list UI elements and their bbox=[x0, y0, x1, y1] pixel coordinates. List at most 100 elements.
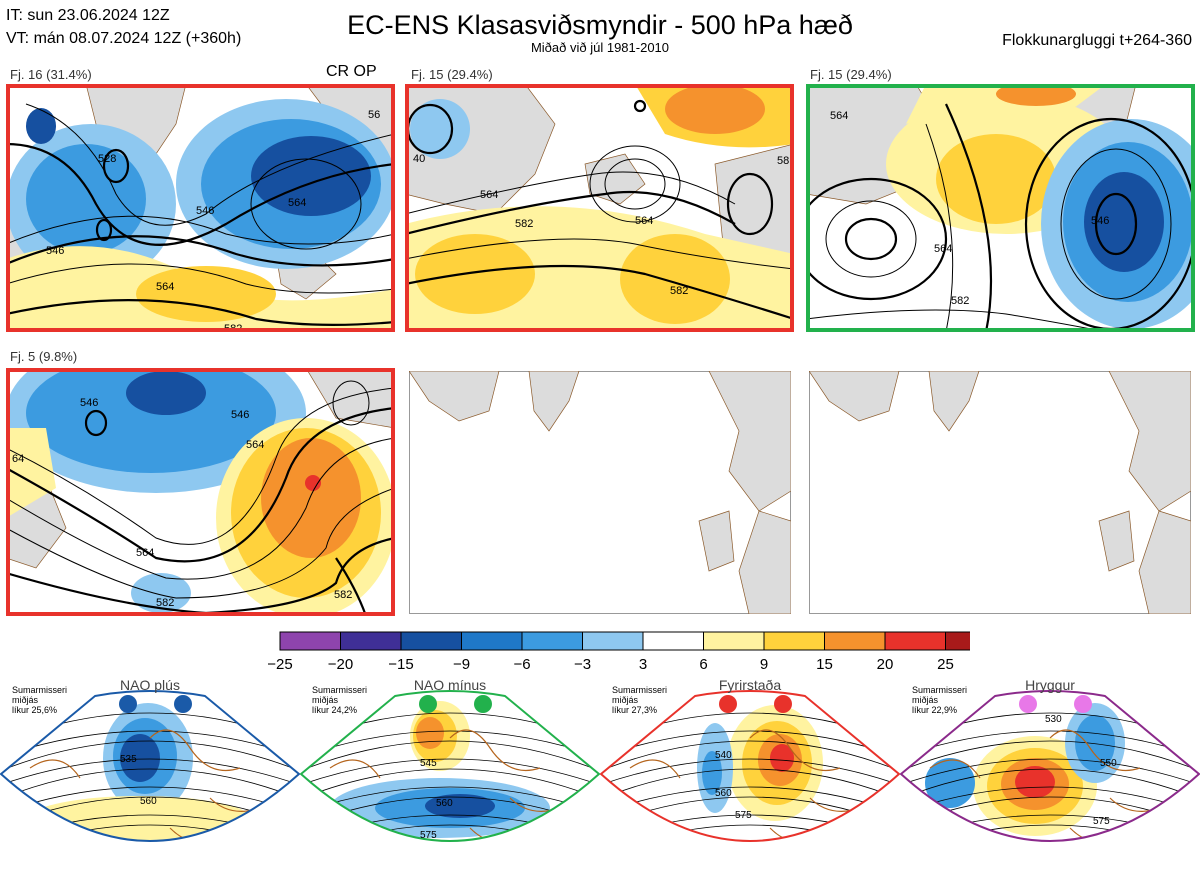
anomaly-blob bbox=[770, 744, 794, 772]
regime-dot bbox=[174, 695, 192, 713]
contour-label: 582 bbox=[334, 589, 352, 601]
regime-name: NAO plús bbox=[120, 678, 180, 693]
run-info: IT: sun 23.06.2024 12Z VT: mán 08.07.202… bbox=[6, 4, 241, 50]
colorbar-bin bbox=[703, 631, 765, 651]
regime-dot bbox=[1074, 695, 1092, 713]
contour-label: 560 bbox=[140, 796, 157, 807]
contour-label: 582 bbox=[515, 218, 533, 230]
empty-map-panel bbox=[409, 371, 791, 614]
cluster-1-map: 528 546 564 546 564 582 56 bbox=[6, 84, 395, 332]
contour-label: 564 bbox=[934, 243, 952, 255]
height-contour bbox=[1, 768, 299, 800]
contour-label: 550 bbox=[1100, 758, 1117, 769]
contour-label: 564 bbox=[288, 197, 306, 209]
height-contour bbox=[300, 843, 600, 868]
anomaly-shading bbox=[886, 84, 1195, 329]
classification-window: Flokkunargluggi t+264-360 bbox=[1002, 32, 1192, 49]
height-contours bbox=[6, 380, 395, 616]
regime-caption: miðjás bbox=[612, 695, 639, 705]
contour-labels: 564 564 582 546 bbox=[830, 110, 1109, 307]
contour-label: 546 bbox=[1091, 215, 1109, 227]
regime-dot bbox=[1019, 695, 1037, 713]
regime-dot bbox=[119, 695, 137, 713]
contour-label: 560 bbox=[436, 798, 453, 809]
contour-label: 564 bbox=[635, 215, 653, 227]
valid-time: VT: mán 08.07.2024 12Z (+360h) bbox=[6, 30, 242, 47]
height-contour bbox=[601, 730, 899, 758]
anomaly-blob bbox=[1075, 715, 1115, 771]
contour-label: 575 bbox=[735, 810, 752, 821]
regime-dot bbox=[719, 695, 737, 713]
contour-labels: 40 564 582 564 582 58 bbox=[413, 153, 789, 297]
contour-label: 535 bbox=[120, 754, 137, 765]
height-contour bbox=[1, 740, 299, 772]
height-contours bbox=[6, 103, 395, 326]
regime-dot bbox=[774, 695, 792, 713]
colorbar-bin bbox=[461, 631, 523, 651]
contour-label: 64 bbox=[12, 453, 24, 465]
contour-label: 546 bbox=[196, 205, 214, 217]
anomaly-blob bbox=[425, 794, 495, 818]
regime-caption: Sumarmisseri bbox=[12, 685, 67, 695]
page-title: EC-ENS Klasasviðsmyndir - 500 hPa hæð bbox=[347, 10, 853, 40]
contour-label: 564 bbox=[480, 189, 498, 201]
regime-caption: Sumarmisseri bbox=[612, 685, 667, 695]
contour-label: 560 bbox=[715, 788, 732, 799]
contour-label: 575 bbox=[420, 830, 437, 841]
height-contour bbox=[301, 730, 599, 758]
height-contour bbox=[301, 824, 599, 841]
colorbar-bin bbox=[763, 631, 825, 651]
colorbar-tick-label: 20 bbox=[877, 656, 894, 673]
height-contour bbox=[601, 824, 899, 841]
height-contour bbox=[1, 824, 299, 841]
height-contour bbox=[901, 758, 1199, 786]
colorbar-bin bbox=[582, 631, 644, 651]
height-contour bbox=[301, 740, 599, 772]
contour-label: 540 bbox=[715, 750, 732, 761]
height-contour bbox=[301, 786, 599, 814]
height-contour bbox=[601, 758, 899, 786]
cluster-4-map: 546 546 564 64 564 582 582 bbox=[6, 368, 395, 616]
contour-label: 528 bbox=[98, 153, 116, 165]
height-contour bbox=[601, 768, 899, 800]
contour-label: 56 bbox=[368, 109, 380, 121]
cluster-3-label: Fj. 15 (29.4%) bbox=[810, 67, 892, 82]
contour-label: 582 bbox=[156, 597, 174, 609]
height-contour bbox=[901, 824, 1199, 841]
colorbar: −25 −20 −15 −9 −6 −3 3 6 9 15 20 25 bbox=[267, 631, 970, 673]
height-contour bbox=[301, 758, 599, 786]
cluster-3-border bbox=[806, 84, 1195, 332]
contour-label: 546 bbox=[80, 397, 98, 409]
contour-label: 546 bbox=[231, 409, 249, 421]
colorbar-tick-label: −6 bbox=[513, 656, 530, 673]
cluster-3-map: 564 564 582 546 bbox=[806, 84, 1195, 332]
contour-label: 546 bbox=[46, 245, 64, 257]
anomaly-shading bbox=[6, 99, 395, 332]
contour-labels: 546 546 564 64 564 582 582 bbox=[12, 397, 352, 609]
height-contour bbox=[0, 843, 300, 868]
contour-label: 564 bbox=[156, 281, 174, 293]
colorbar-tick-label: 25 bbox=[937, 656, 954, 673]
anomaly-blob bbox=[120, 734, 160, 782]
cluster-1-label: Fj. 16 (31.4%) bbox=[10, 67, 92, 82]
contour-label: 564 bbox=[830, 110, 848, 122]
height-contour bbox=[1, 730, 299, 758]
coastline bbox=[629, 729, 861, 841]
cluster-1-border bbox=[6, 84, 395, 332]
height-contour bbox=[601, 740, 899, 772]
regime-caption: miðjás bbox=[912, 695, 939, 705]
regime-name: Hryggur bbox=[1025, 678, 1075, 693]
colorbar-bin bbox=[279, 631, 341, 651]
colorbar-bin bbox=[521, 631, 583, 651]
height-contour bbox=[601, 786, 899, 814]
coastline bbox=[329, 729, 561, 841]
colorbar-tick-label: 15 bbox=[816, 656, 833, 673]
colorbar-tick-label: 6 bbox=[699, 656, 707, 673]
regime-dot bbox=[419, 695, 437, 713]
page-subtitle: Miðað við júl 1981-2010 bbox=[530, 40, 670, 55]
cluster-1-crop-label: CR OP bbox=[326, 63, 377, 80]
contour-label: 582 bbox=[224, 323, 242, 332]
colorbar-bin bbox=[340, 631, 402, 651]
height-contours bbox=[405, 99, 794, 321]
